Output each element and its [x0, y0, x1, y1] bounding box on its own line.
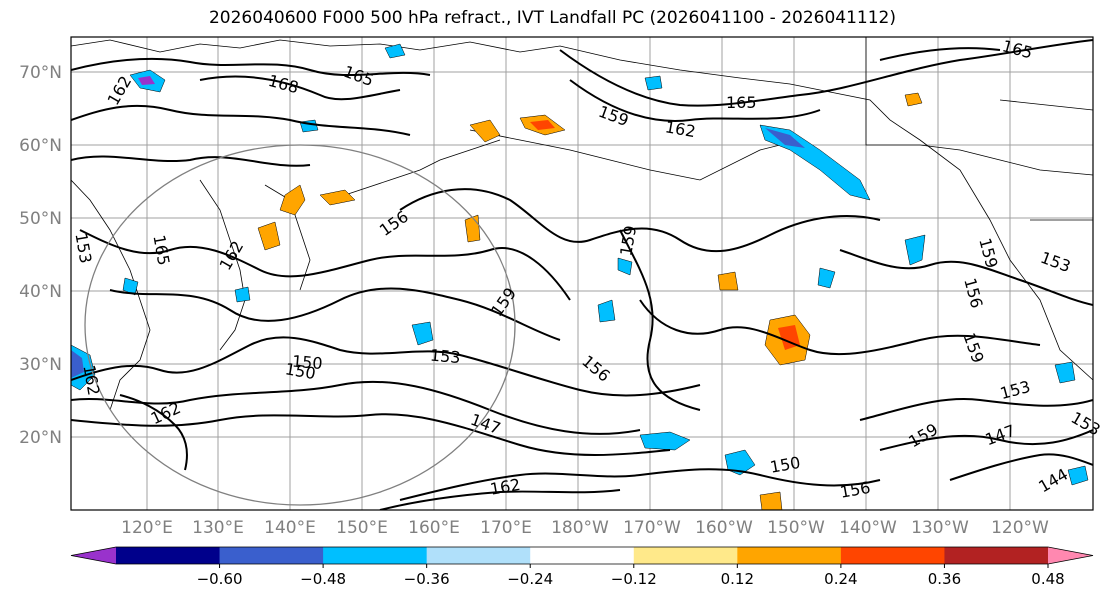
colorbar-tick-label: −0.48	[300, 570, 346, 588]
colorbar-segment	[323, 547, 428, 564]
colorbar-segment	[219, 547, 324, 564]
shade-negative	[644, 75, 663, 91]
colorbar: −0.60 −0.48 −0.36 −0.24 −0.12 0.12 0.24 0.36 0.4…	[70, 546, 1094, 588]
shade-negative	[411, 321, 434, 346]
shaded-areas	[71, 43, 1089, 510]
colorbar-tick-label: −0.12	[611, 570, 657, 588]
lat-label: 20°N	[19, 428, 62, 448]
coastlines	[71, 37, 1093, 411]
lon-label: 150°E	[336, 518, 388, 538]
colorbar-segment	[840, 547, 945, 564]
shade-negative	[904, 234, 926, 266]
shade-negative	[71, 350, 84, 378]
colorbar-outline	[70, 546, 1094, 565]
colorbar-segment	[530, 547, 635, 564]
lon-label: 130°E	[192, 518, 244, 538]
contour-lines	[71, 39, 1093, 510]
shade-negative	[639, 431, 691, 451]
lon-label: 150°W	[767, 518, 825, 538]
colorbar-segment	[737, 547, 842, 564]
shade-negative	[1067, 465, 1089, 486]
lat-label: 40°N	[19, 282, 62, 302]
shade-positive	[530, 120, 555, 130]
colorbar-extend-low	[71, 547, 116, 564]
lon-label: 140°W	[839, 518, 897, 538]
colorbar-tick-label: −0.24	[507, 570, 553, 588]
colorbar-segment	[116, 547, 221, 564]
shade-negative	[1054, 361, 1076, 384]
landfall-ellipse	[84, 144, 516, 506]
shade-positive	[759, 491, 783, 510]
graticule	[71, 37, 1093, 510]
map-title: 2026040600 F000 500 hPa refract., IVT La…	[208, 8, 896, 28]
colorbar-segment	[633, 547, 738, 564]
colorbar-tick-label: −0.36	[404, 570, 450, 588]
lon-label: 120°E	[121, 518, 173, 538]
shade-negative	[138, 76, 155, 85]
lon-label: 180°W	[551, 518, 609, 538]
shade-positive	[279, 184, 306, 216]
shade-negative	[765, 128, 805, 148]
colorbar-segment	[426, 547, 531, 564]
colorbar-segment	[944, 547, 1049, 564]
lon-label: 170°E	[480, 518, 532, 538]
colorbar-tick-label: 0.48	[1031, 570, 1064, 588]
shade-negative	[817, 267, 836, 289]
longitude-labels: 120°E 130°E 140°E 150°E 160°E 170°E 180°…	[121, 518, 1049, 538]
lat-label: 30°N	[19, 355, 62, 375]
shade-negative	[724, 449, 756, 476]
lon-label: 170°W	[623, 518, 681, 538]
contour-label: 165	[726, 93, 757, 112]
lon-label: 160°W	[695, 518, 753, 538]
shade-negative	[617, 257, 633, 276]
colorbar-tick-label: 0.24	[824, 570, 857, 588]
lat-label: 60°N	[19, 136, 62, 156]
lon-label: 140°E	[264, 518, 316, 538]
shade-negative	[384, 43, 406, 59]
shade-negative	[597, 299, 616, 323]
latitude-labels: 70°N 60°N 50°N 40°N 30°N 20°N	[19, 63, 62, 448]
lon-label: 120°W	[991, 518, 1049, 538]
shade-positive	[717, 271, 739, 291]
contour-label: 153	[429, 346, 461, 368]
shade-positive	[464, 214, 481, 243]
plot-border	[70, 36, 1094, 511]
shade-negative	[122, 277, 139, 296]
colorbar-tick-label: −0.60	[197, 570, 243, 588]
colorbar-tick-label: 0.12	[721, 570, 754, 588]
shade-positive	[469, 119, 501, 143]
shade-positive	[904, 92, 923, 107]
lat-label: 70°N	[19, 63, 62, 83]
colorbar-tick-label: 0.36	[928, 570, 961, 588]
shade-positive	[319, 189, 356, 206]
plot-area	[71, 37, 1093, 510]
lat-label: 50°N	[19, 209, 62, 229]
colorbar-extend-high	[1048, 547, 1093, 564]
shade-negative	[234, 286, 251, 303]
lon-label: 130°W	[911, 518, 969, 538]
lon-label: 160°E	[408, 518, 460, 538]
shade-positive	[257, 221, 281, 251]
contour-label: 150	[291, 352, 323, 374]
